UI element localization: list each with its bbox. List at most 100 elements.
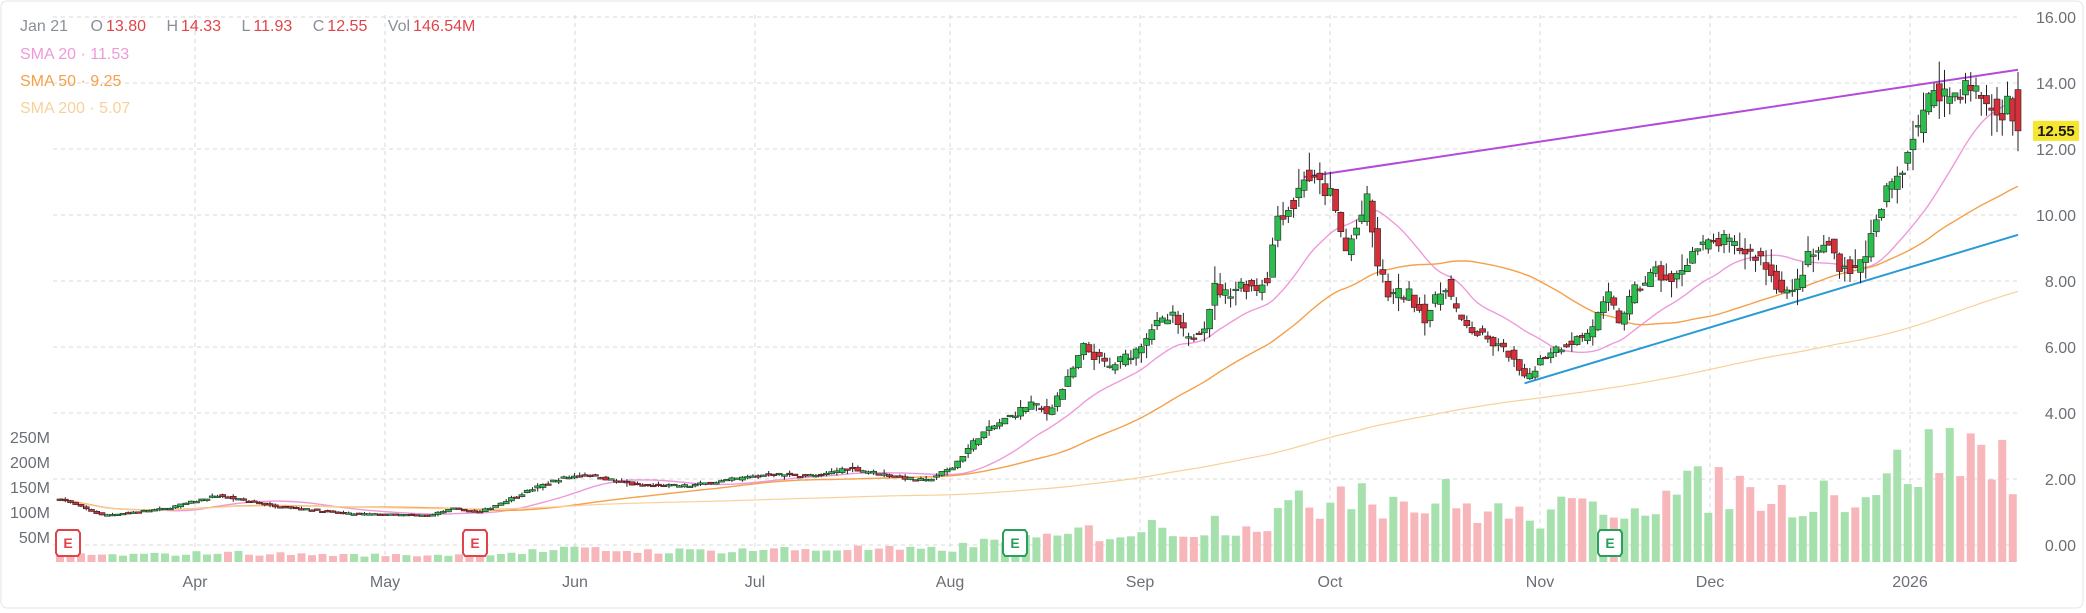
candle-body (1904, 152, 1912, 164)
candle-body (1767, 264, 1775, 276)
volume-bar (1273, 508, 1282, 562)
sma-200-value: 5.07 (99, 100, 131, 117)
volume-bar (1042, 533, 1051, 562)
candle-body (1489, 337, 1497, 347)
sma-50-label: SMA 50 (20, 73, 77, 90)
candle-body (1878, 208, 1885, 219)
candle-body (1500, 342, 1507, 348)
candle-body (1279, 215, 1287, 220)
candle-body (182, 502, 190, 505)
candle-body (1426, 310, 1434, 322)
candle-body (1453, 303, 1460, 309)
candle-body (1064, 376, 1072, 387)
sma-20-value: 11.53 (90, 46, 130, 63)
volume-bar (885, 545, 894, 562)
earnings-marker-label: E (1605, 535, 1614, 551)
candle-body (1941, 88, 1948, 97)
candle-body (1636, 288, 1644, 291)
volume-bar (370, 553, 379, 562)
candle-body (61, 498, 69, 502)
volume-bar (1147, 520, 1156, 562)
candle-body (1012, 415, 1019, 418)
volume-tick-label: 100M (10, 505, 50, 522)
volume-bar (1326, 502, 1335, 562)
earnings-marker[interactable]: E (1597, 529, 1623, 557)
sma-20-legend[interactable]: SMA 20 · 11.53 (20, 46, 129, 64)
candle-body (1206, 308, 1213, 330)
candle-body (812, 475, 820, 478)
candle-body (938, 471, 946, 476)
candle-body (502, 501, 510, 505)
earnings-marker[interactable]: E (55, 529, 81, 557)
volume-bar (559, 546, 568, 562)
volume-bar (1221, 535, 1230, 562)
candle-body (1516, 359, 1523, 371)
volume-bar (1935, 473, 1944, 562)
candle-body (1164, 319, 1171, 325)
earnings-marker-label: E (1010, 535, 1019, 551)
volume-bar (402, 555, 411, 562)
sma-20-label: SMA 20 (20, 46, 77, 63)
candle-body (1589, 326, 1597, 338)
ohlc-legend: Jan 21 O 13.80 H 14.33 L 11.93 C 12.55 Vol 14… (20, 18, 491, 36)
volume-bar (1462, 503, 1471, 562)
current-price-tag-text: 12.55 (2037, 123, 2075, 140)
candle-body (1395, 288, 1402, 299)
candle-body (1893, 175, 1901, 190)
candle-body (1337, 212, 1345, 232)
volume-bar (1830, 495, 1839, 562)
candle-body (1573, 336, 1581, 345)
candle-body (1872, 219, 1880, 233)
sma-200-legend[interactable]: SMA 200 · 5.07 (20, 100, 130, 118)
candle-body (523, 489, 531, 494)
price-tick-label: 10.00 (2036, 208, 2076, 225)
volume-bar (1788, 517, 1797, 562)
volume-bar (1137, 532, 1146, 562)
candle-body (649, 484, 657, 488)
candle-body (1799, 274, 1807, 288)
candle-body (712, 482, 720, 485)
volume-bar (349, 553, 358, 562)
volume-bar (1305, 507, 1314, 562)
volume-bar (160, 553, 169, 562)
volume-bar (727, 552, 736, 562)
volume-bar (664, 553, 673, 562)
volume-bar (528, 549, 537, 562)
volume-bar (1851, 507, 1860, 562)
candle-body (439, 511, 447, 514)
candle-body (1809, 254, 1817, 257)
volume-bar (1777, 484, 1786, 562)
volume-bar (1452, 508, 1461, 562)
volume-bar (633, 552, 642, 562)
open-label: O (90, 18, 103, 35)
candle-body (1463, 320, 1471, 327)
axes: 16.00 14.00 12.00 10.00 8.00 6.00 4.00 2.00 0.00… (10, 10, 2079, 591)
candle-body (492, 504, 499, 508)
candle-body (1547, 352, 1555, 358)
volume-bar (948, 551, 957, 562)
candle-body (686, 485, 694, 488)
candle-body (1295, 187, 1303, 199)
price-tick-label: 16.00 (2036, 10, 2076, 27)
volume-bar (1756, 510, 1765, 562)
candle-body (1185, 336, 1192, 339)
candle-body (1195, 332, 1203, 335)
earnings-marker[interactable]: E (462, 529, 488, 557)
candle-body (250, 500, 258, 503)
earnings-marker[interactable]: E (1002, 529, 1028, 557)
candle-body (193, 501, 200, 504)
candle-body (77, 504, 85, 507)
candle-body (1269, 244, 1276, 278)
candle-body (513, 496, 520, 499)
candle-body (1909, 138, 1917, 151)
volume-tick-label: 200M (10, 455, 50, 472)
sma-50-legend[interactable]: SMA 50 · 9.25 (20, 73, 121, 91)
volume-bar (601, 550, 610, 562)
volume-bar (570, 546, 579, 562)
volume-bar (1210, 515, 1219, 562)
volume-bar (1651, 514, 1660, 562)
candle-body (445, 509, 452, 513)
